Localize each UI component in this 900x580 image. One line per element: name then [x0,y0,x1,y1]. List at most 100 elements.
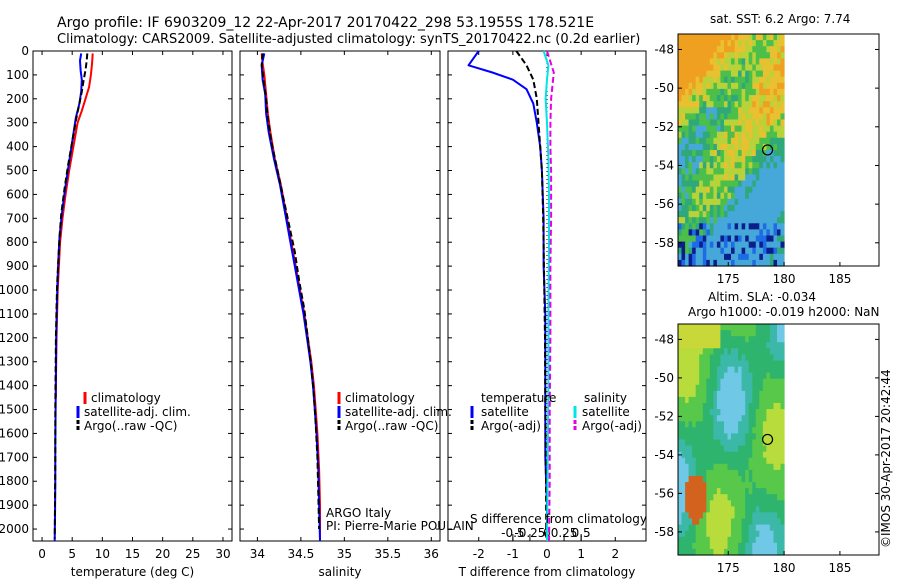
map-cell [745,235,750,243]
map-cell [692,52,697,59]
map-cell [699,119,704,127]
map-cell [685,482,690,489]
map-cell [755,366,760,374]
map-cell [738,348,743,355]
map-cell [688,548,693,556]
map-cell [777,186,782,194]
map-cell [769,348,774,355]
map-cell [734,378,739,386]
argo-position-marker [761,433,774,446]
map-cell [738,330,743,337]
map-cell [685,421,690,428]
map-cell [769,524,774,532]
map-cell [695,354,700,362]
map-cell [777,463,782,471]
map-cell [755,46,760,53]
map-cell [780,445,785,453]
map-cell [738,354,743,362]
map-cell [702,107,707,114]
map-cell [695,390,700,398]
map-cell [780,488,785,495]
map-cell [759,211,764,218]
map-cell [727,530,732,538]
map-cell [731,390,736,398]
map-cell [780,348,785,355]
map-cell [752,101,757,108]
map-cell [678,131,683,139]
map-cell [702,186,707,194]
map-cell [720,229,725,237]
map-cell [755,64,760,72]
map-cell [716,409,721,416]
map-cell [738,113,743,121]
map-cell [685,156,690,163]
map-cell [688,82,693,90]
map-cell [699,354,704,362]
map-cell [727,415,732,422]
map-cell [752,204,757,212]
map-cell [766,247,771,255]
map-cell [702,457,707,465]
map-cell [748,427,753,434]
map-cell [759,445,764,453]
map-cell [769,131,774,139]
map-cell [777,198,782,206]
map-cell [731,150,736,157]
map-cell [762,488,767,495]
map-cell [741,204,746,212]
map-cell [709,204,714,212]
map-cell [713,396,718,404]
map-cell [699,421,704,428]
map-cell [748,476,753,483]
map-cell [752,198,757,206]
map-cell [695,366,700,374]
map-cell [678,58,683,66]
map-cell [681,198,686,206]
map-cell [780,204,785,212]
map-cell [762,542,767,550]
map-cell [773,372,778,380]
map-cell [681,372,686,380]
map-cell [738,390,743,398]
map-cell [702,156,707,163]
map-cell [706,88,711,96]
map-cell [702,137,707,145]
map-cell [720,530,725,538]
map-cell [692,162,697,169]
map-cell [745,107,750,114]
map-cell [727,58,732,66]
map-cell [699,512,704,520]
map-cell [702,82,707,90]
map-cell [773,348,778,355]
map-cell [678,192,683,200]
map-y-tick-label: -58 [654,525,674,539]
map-cell [769,40,774,47]
map-cell [777,217,782,224]
map-cell [724,324,729,331]
map-cell [741,469,746,477]
map-cell [773,125,778,133]
map-cell [716,548,721,556]
map-cell [748,366,753,374]
map-cell [731,451,736,459]
map-cell [738,253,743,261]
map-cell [734,354,739,362]
map-cell [741,542,746,550]
map-cell [738,119,743,127]
map-cell [734,82,739,90]
legend-label-satellite: satellite-adj. clim. [345,405,452,419]
map-cell [685,469,690,477]
map-cell [724,530,729,538]
map-cell [727,101,732,108]
map-cell [681,366,686,374]
map-cell [727,40,732,47]
x-tick-label: 2 [611,547,619,561]
map-cell [755,342,760,349]
map-cell [780,88,785,96]
map-x-tick-label: 175 [717,272,740,286]
map-cell [759,530,764,538]
map-cell [745,88,750,96]
map-cell [769,137,774,145]
map-cell [678,198,683,206]
map-cell [724,125,729,133]
